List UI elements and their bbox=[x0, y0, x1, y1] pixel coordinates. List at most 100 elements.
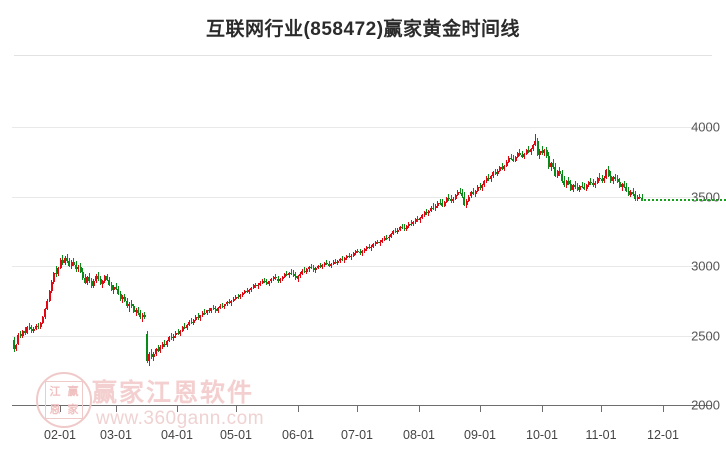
candle-body bbox=[456, 191, 459, 196]
candle-body bbox=[339, 259, 342, 262]
candle-body bbox=[607, 170, 610, 176]
x-axis-tick bbox=[357, 406, 358, 412]
candle-wick bbox=[559, 167, 561, 176]
candle-body bbox=[447, 197, 450, 200]
gridline bbox=[12, 335, 712, 337]
candle-body bbox=[459, 191, 462, 193]
candle-wick bbox=[350, 254, 352, 260]
candle-body bbox=[427, 211, 430, 214]
candle-wick bbox=[177, 329, 179, 336]
candle-body bbox=[574, 185, 577, 188]
candle-wick bbox=[617, 174, 619, 184]
candle-body bbox=[26, 327, 29, 334]
watermark-url: www.360gann.com bbox=[96, 408, 265, 429]
candle-body bbox=[228, 302, 231, 304]
candle-body bbox=[288, 272, 291, 276]
candle-body bbox=[121, 296, 124, 300]
candle-body bbox=[141, 314, 144, 318]
x-axis-line bbox=[12, 405, 712, 406]
candle-body bbox=[248, 290, 251, 292]
candle-body bbox=[188, 321, 191, 326]
candle-body bbox=[221, 305, 224, 307]
candle-body bbox=[558, 171, 561, 175]
candle-wick bbox=[286, 270, 288, 277]
candle-body bbox=[95, 275, 98, 281]
candle-body bbox=[383, 237, 386, 240]
candle-body bbox=[554, 167, 557, 176]
candle-body bbox=[576, 187, 579, 190]
candle-wick bbox=[495, 168, 497, 175]
candle-wick bbox=[401, 223, 403, 230]
candle-body bbox=[72, 261, 75, 265]
candle-wick bbox=[577, 183, 579, 191]
candle-body bbox=[239, 295, 242, 298]
x-axis-tick bbox=[236, 406, 237, 412]
candle-body bbox=[530, 149, 533, 152]
candle-body bbox=[303, 270, 306, 272]
candle-body bbox=[19, 334, 22, 337]
y-axis-label: 3500 bbox=[691, 189, 720, 204]
candle-body bbox=[126, 300, 129, 307]
candle-body bbox=[536, 140, 539, 155]
candle-body bbox=[330, 263, 333, 266]
candle-body bbox=[641, 197, 643, 200]
candle-wick bbox=[379, 240, 381, 246]
candle-body bbox=[194, 316, 197, 320]
candle-wick bbox=[501, 163, 503, 171]
candle-wick bbox=[102, 279, 104, 289]
candle-wick bbox=[29, 322, 31, 330]
candle-wick bbox=[184, 322, 186, 330]
candle-wick bbox=[197, 313, 199, 320]
candle-body bbox=[210, 308, 213, 312]
candle-body bbox=[230, 300, 233, 303]
candle-body bbox=[321, 265, 324, 267]
candle-wick bbox=[568, 177, 570, 186]
candle-body bbox=[361, 251, 364, 254]
candle-body bbox=[172, 335, 175, 339]
candle-body bbox=[108, 279, 111, 285]
candle-body bbox=[441, 203, 444, 206]
candle-body bbox=[68, 261, 71, 266]
candle-body bbox=[556, 171, 559, 176]
candle-body bbox=[583, 186, 586, 189]
candle-body bbox=[277, 278, 280, 282]
candle-body bbox=[561, 174, 564, 182]
candle-body bbox=[379, 241, 382, 244]
candle-body bbox=[363, 249, 366, 252]
candle-body bbox=[507, 157, 510, 162]
candle-body bbox=[492, 172, 495, 177]
candle-body bbox=[290, 272, 293, 274]
candle-body bbox=[66, 257, 69, 262]
candle-body bbox=[638, 196, 641, 198]
candle-body bbox=[115, 286, 118, 289]
candle-body bbox=[465, 200, 468, 205]
candle-body bbox=[374, 242, 377, 245]
candle-wick bbox=[448, 193, 450, 201]
candle-wick bbox=[319, 263, 321, 269]
candle-body bbox=[423, 212, 426, 216]
projection-line bbox=[641, 199, 726, 202]
candle-body bbox=[192, 319, 195, 323]
candle-body bbox=[70, 261, 73, 266]
candle-body bbox=[354, 251, 357, 254]
candle-body bbox=[585, 185, 588, 189]
candle-body bbox=[35, 325, 38, 329]
candle-body bbox=[186, 325, 189, 328]
candle-body bbox=[75, 264, 78, 270]
candle-body bbox=[128, 303, 131, 307]
candle-body bbox=[463, 196, 466, 205]
candle-body bbox=[394, 231, 397, 233]
candle-wick bbox=[388, 235, 390, 241]
candle-wick bbox=[275, 274, 277, 280]
candle-wick bbox=[191, 318, 193, 325]
candle-body bbox=[625, 186, 628, 191]
candle-wick bbox=[246, 288, 248, 294]
candle-body bbox=[77, 266, 80, 270]
candle-wick bbox=[255, 282, 257, 288]
x-axis-tick bbox=[60, 406, 61, 412]
candle-wick bbox=[583, 182, 585, 191]
candle-body bbox=[432, 207, 435, 209]
candle-body bbox=[88, 277, 91, 282]
candle-body bbox=[425, 212, 428, 214]
